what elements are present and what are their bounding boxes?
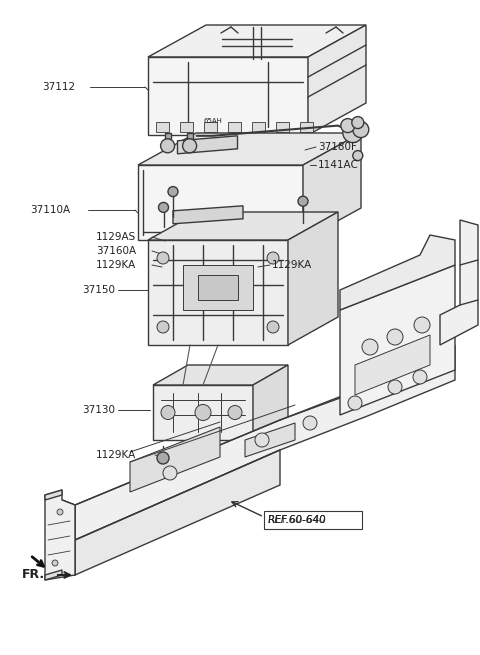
Text: 1129KA: 1129KA [96, 450, 136, 460]
Circle shape [52, 560, 58, 566]
Bar [228, 122, 241, 132]
Bar [264, 511, 362, 529]
Circle shape [157, 452, 169, 464]
Text: REF.60-640: REF.60-640 [268, 515, 326, 525]
Circle shape [267, 252, 279, 264]
Circle shape [353, 122, 369, 138]
Bar [276, 122, 289, 132]
Polygon shape [340, 235, 455, 310]
Polygon shape [340, 265, 455, 415]
Polygon shape [138, 133, 361, 165]
Polygon shape [308, 25, 366, 135]
Bar [183, 265, 253, 310]
Circle shape [228, 405, 242, 419]
Bar [198, 275, 238, 300]
Circle shape [341, 119, 355, 132]
Polygon shape [153, 385, 253, 440]
Polygon shape [75, 450, 280, 575]
Circle shape [348, 396, 362, 410]
Polygon shape [355, 335, 430, 395]
Bar [252, 122, 265, 132]
Circle shape [267, 321, 279, 333]
Polygon shape [253, 365, 288, 440]
Circle shape [387, 329, 403, 345]
Circle shape [168, 187, 178, 196]
Polygon shape [62, 500, 75, 575]
Circle shape [388, 380, 402, 394]
Polygon shape [173, 206, 243, 224]
Polygon shape [45, 490, 62, 500]
Polygon shape [303, 133, 361, 240]
Bar [187, 133, 192, 139]
Polygon shape [288, 212, 338, 345]
Circle shape [353, 151, 363, 160]
Circle shape [161, 405, 175, 419]
Circle shape [255, 433, 269, 447]
Circle shape [362, 339, 378, 355]
Polygon shape [75, 345, 455, 540]
Circle shape [157, 321, 169, 333]
Circle shape [57, 509, 63, 515]
Circle shape [343, 122, 363, 143]
Polygon shape [148, 240, 288, 345]
Polygon shape [45, 570, 62, 580]
Polygon shape [138, 165, 303, 240]
Text: 37180F: 37180F [318, 142, 357, 152]
Circle shape [161, 139, 175, 153]
Text: 65AH: 65AH [203, 118, 222, 124]
Circle shape [158, 202, 168, 212]
Polygon shape [153, 365, 288, 385]
Circle shape [413, 370, 427, 384]
Circle shape [182, 139, 197, 153]
Text: 37112: 37112 [42, 82, 75, 92]
Bar [180, 122, 193, 132]
Text: 37130: 37130 [82, 405, 115, 415]
Text: FR.: FR. [22, 569, 45, 582]
Text: 37150: 37150 [82, 285, 115, 295]
Circle shape [303, 416, 317, 430]
Circle shape [157, 252, 169, 264]
Bar [204, 122, 217, 132]
Circle shape [352, 117, 364, 128]
Bar [300, 122, 313, 132]
Polygon shape [245, 423, 295, 457]
Text: 1129KA: 1129KA [96, 260, 136, 270]
Polygon shape [130, 427, 220, 492]
Polygon shape [178, 136, 238, 154]
Text: 37160A: 37160A [96, 246, 136, 256]
Circle shape [414, 317, 430, 333]
Circle shape [195, 405, 211, 421]
Polygon shape [148, 57, 308, 135]
Text: REF.60-640: REF.60-640 [268, 515, 326, 525]
Bar [165, 133, 170, 139]
Polygon shape [440, 220, 478, 345]
Circle shape [298, 196, 308, 206]
Polygon shape [148, 25, 366, 57]
Polygon shape [45, 490, 75, 580]
Circle shape [163, 466, 177, 480]
Text: 1129AS: 1129AS [96, 232, 136, 242]
Polygon shape [148, 212, 338, 240]
Bar [156, 122, 169, 132]
Text: 1129KA: 1129KA [272, 260, 312, 270]
Text: 37110A: 37110A [30, 205, 70, 215]
Text: 1141AC: 1141AC [318, 160, 359, 170]
